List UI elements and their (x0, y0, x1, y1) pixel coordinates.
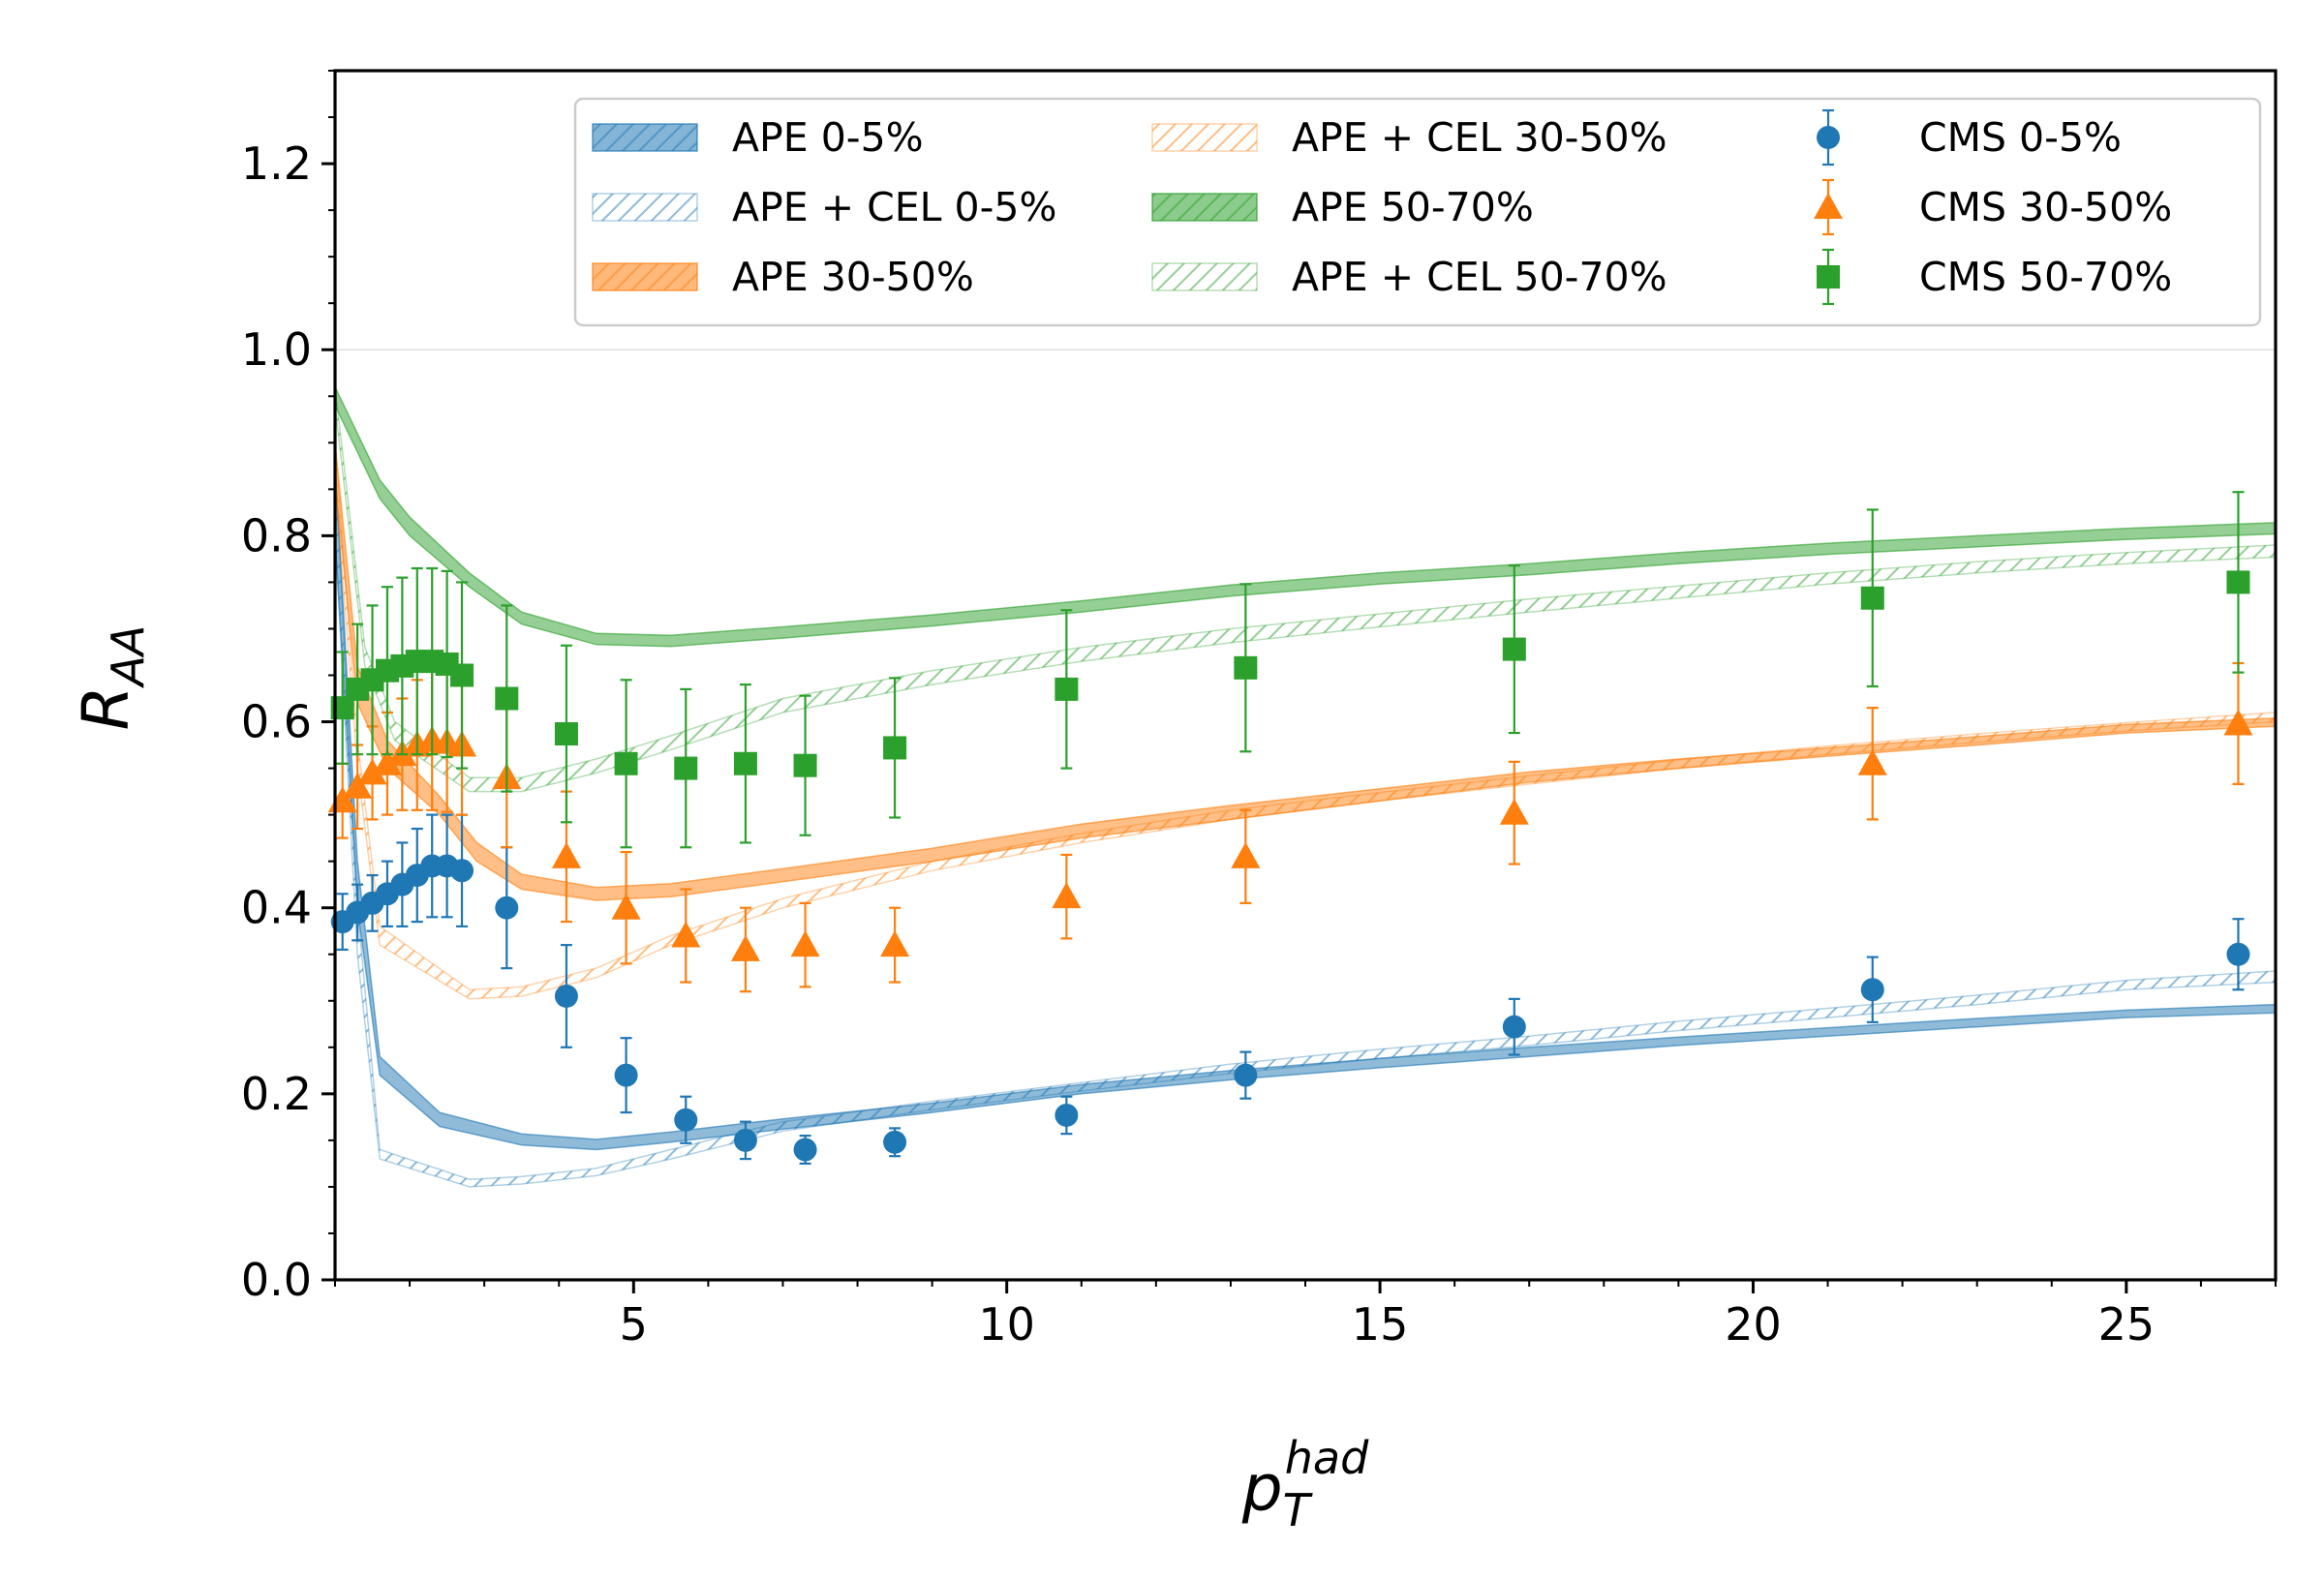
data-point (730, 934, 760, 961)
data-point (1502, 637, 1526, 661)
data-point (733, 751, 757, 775)
data-point (674, 756, 698, 780)
data-point (671, 921, 701, 948)
data-point (1055, 677, 1079, 701)
series-cms-50-70pct (330, 491, 2250, 849)
data-point (880, 930, 910, 957)
data-point (1499, 798, 1529, 825)
data-point (793, 1138, 817, 1162)
data-point (495, 686, 519, 711)
data-point (2226, 942, 2250, 966)
y-axis-title-sub: AA (102, 625, 154, 689)
model-bands (335, 386, 2276, 1188)
x-tick-label: 5 (620, 1298, 648, 1351)
legend-label: APE 30-50% (732, 254, 974, 300)
data-point (2223, 709, 2253, 736)
data-point (614, 751, 638, 775)
band-ape-plus-cel-0-5pct (335, 461, 2276, 1188)
legend-entry-ape-plus-cel-30-50pct: APE + CEL 30-50% (1151, 114, 1667, 161)
data-point (1055, 1103, 1079, 1127)
legend-swatch-hatch (593, 124, 697, 151)
band-ape-0-5pct (335, 461, 2276, 1151)
data-point (2226, 570, 2250, 594)
data-point (883, 736, 907, 760)
data-point (343, 772, 373, 799)
y-axis: 0.0 0.2 0.4 0.6 0.8 1.0 1.2 (241, 70, 335, 1306)
x-tick-label: 20 (1725, 1298, 1782, 1351)
y-tick-label: 0.6 (241, 696, 312, 748)
data-point (495, 896, 519, 920)
legend-entry-ape-30-50pct: APE 30-50% (592, 254, 974, 300)
band-ape-50-70pct (335, 386, 2276, 648)
legend-entry-ape-50-70pct: APE 50-70% (1151, 184, 1534, 230)
data-point (357, 758, 387, 785)
x-tick-label: 10 (978, 1298, 1035, 1351)
data-point (1234, 1063, 1258, 1087)
data-point (554, 722, 578, 746)
x-axis-title: pThad (1241, 1432, 1369, 1536)
data-point (1860, 586, 1884, 610)
data-point (450, 859, 474, 883)
legend-swatch-hatch (1152, 194, 1257, 221)
data-point (790, 930, 820, 957)
legend-marker (1817, 265, 1840, 288)
data-point (611, 893, 641, 920)
x-axis-title-main: p (1241, 1451, 1283, 1526)
legend-label: CMS 0-5% (1919, 114, 2122, 161)
legend-marker (1817, 126, 1840, 149)
y-tick-label: 0.2 (241, 1068, 312, 1120)
legend: APE 0-5% APE + CEL 0-5% APE 30-50% APE + CE… (573, 97, 2262, 327)
y-tick-label: 0.0 (241, 1254, 312, 1306)
cms-data-points (327, 491, 2253, 1166)
data-point (554, 984, 578, 1008)
data-point (793, 753, 817, 777)
legend-entry-cms-50-70pct: CMS 50-70% (1817, 248, 2172, 306)
legend-label: APE 50-70% (1292, 184, 1534, 230)
legend-marker (1814, 193, 1843, 219)
legend-swatch (1151, 123, 1258, 152)
data-point (883, 1130, 907, 1154)
y-axis-title: RAA (69, 625, 154, 731)
legend-label: APE + CEL 50-70% (1292, 254, 1667, 300)
data-point (1052, 882, 1082, 909)
data-point (674, 1108, 698, 1132)
x-axis-title-sup: had (1285, 1432, 1369, 1484)
y-tick-label: 0.8 (241, 509, 312, 562)
data-point (1231, 841, 1261, 868)
data-point (450, 663, 474, 687)
data-point (1857, 748, 1887, 775)
data-point (614, 1063, 638, 1087)
legend-label: APE + CEL 0-5% (732, 184, 1056, 230)
legend-entry-ape-plus-cel-50-70pct: APE + CEL 50-70% (1151, 254, 1667, 300)
legend-label: APE 0-5% (732, 114, 924, 161)
data-point (1234, 655, 1258, 680)
legend-entry-cms-0-5pct: CMS 0-5% (1817, 108, 2122, 167)
legend-entry-cms-30-50pct: CMS 30-50% (1814, 178, 2172, 236)
band-ape-plus-cel-50-70pct (335, 386, 2276, 793)
data-point (1502, 1015, 1526, 1039)
legend-swatch-hatch (593, 263, 697, 290)
legend-swatch (592, 193, 698, 222)
data-point (733, 1128, 757, 1152)
y-tick-label: 0.4 (241, 882, 312, 934)
y-tick-label: 1.0 (241, 323, 312, 376)
legend-label: CMS 30-50% (1919, 184, 2172, 230)
legend-entry-ape-plus-cel-0-5pct: APE + CEL 0-5% (592, 184, 1056, 230)
x-axis-title-sub: T (1283, 1484, 1314, 1536)
data-point (372, 748, 402, 775)
x-tick-label: 15 (1352, 1298, 1409, 1351)
data-point (1860, 978, 1884, 1002)
legend-label: CMS 50-70% (1919, 254, 2172, 300)
band-ape-plus-cel-30-50pct (335, 442, 2276, 1000)
x-axis: 5 10 15 20 25 (334, 1280, 2277, 1351)
x-tick-label: 25 (2098, 1298, 2156, 1351)
series-cms-0-5pct (330, 813, 2250, 1166)
legend-label: APE + CEL 30-50% (1292, 114, 1667, 161)
y-axis-title-main: R (69, 686, 143, 731)
legend-entry-ape-0-5pct: APE 0-5% (592, 114, 924, 161)
y-tick-label: 1.2 (241, 137, 312, 190)
legend-swatch (1151, 262, 1258, 291)
data-point (551, 841, 581, 868)
